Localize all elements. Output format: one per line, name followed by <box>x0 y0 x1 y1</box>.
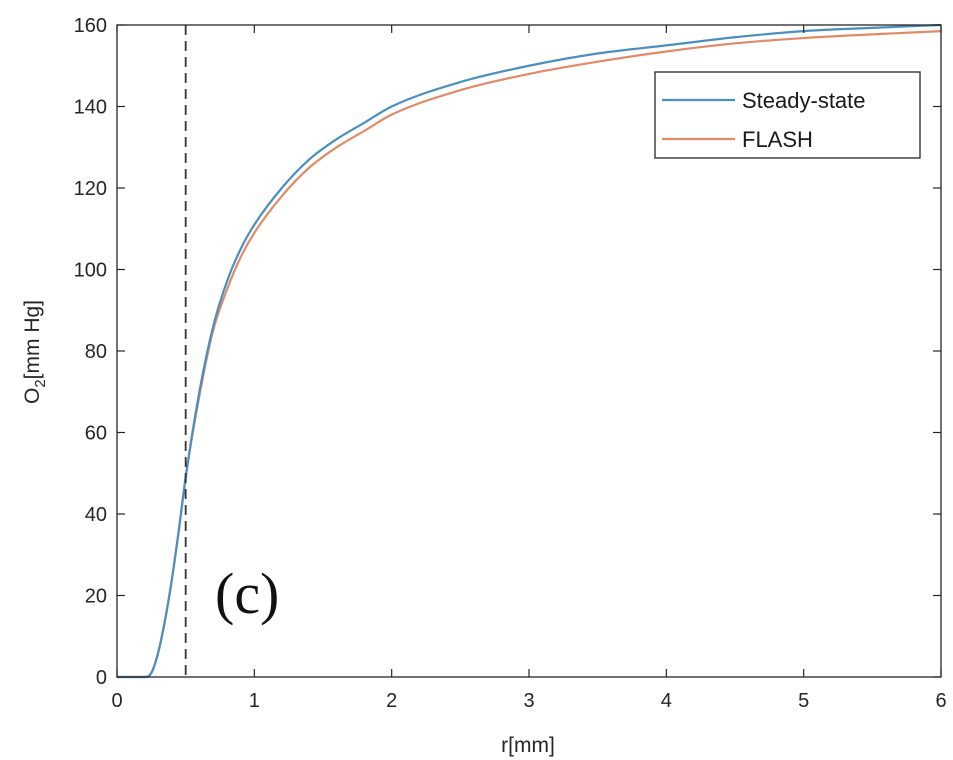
y-tick-label: 120 <box>74 178 107 200</box>
y-tick-label: 80 <box>85 341 107 363</box>
y-tick-label: 60 <box>85 423 107 445</box>
y-tick-label: 100 <box>74 260 107 282</box>
x-axis-label: r[mm] <box>501 734 555 757</box>
y-tick-label: 0 <box>96 667 107 689</box>
plot-marks <box>117 23 942 679</box>
x-tick-label: 2 <box>386 690 397 712</box>
legend-label-steady-state: Steady-state <box>742 88 866 113</box>
x-tick-label: 5 <box>798 690 809 712</box>
x-tick-label: 4 <box>661 690 672 712</box>
legend-label-flash: FLASH <box>742 127 813 152</box>
y-tick-label: 140 <box>74 97 107 119</box>
y-axis-label-subscript: 2 <box>32 379 49 387</box>
x-tick-label: 0 <box>111 690 122 712</box>
y-axis-label-unit: [mm Hg] <box>21 300 44 379</box>
y-axis-label: O2[mm Hg] <box>21 300 49 404</box>
y-tick-label: 40 <box>85 504 107 526</box>
y-tick-label: 20 <box>85 586 107 608</box>
y-tick-label: 160 <box>74 15 107 37</box>
y-axis-label-main: O <box>21 388 44 404</box>
x-tick-label: 1 <box>249 690 260 712</box>
legend-box <box>654 71 921 159</box>
legend: Steady-state FLASH <box>654 71 921 159</box>
series-line-steady-state <box>117 23 942 679</box>
x-tick-label: 6 <box>935 690 946 712</box>
panel-label: (c) <box>215 561 279 626</box>
x-tick-label: 3 <box>523 690 534 712</box>
